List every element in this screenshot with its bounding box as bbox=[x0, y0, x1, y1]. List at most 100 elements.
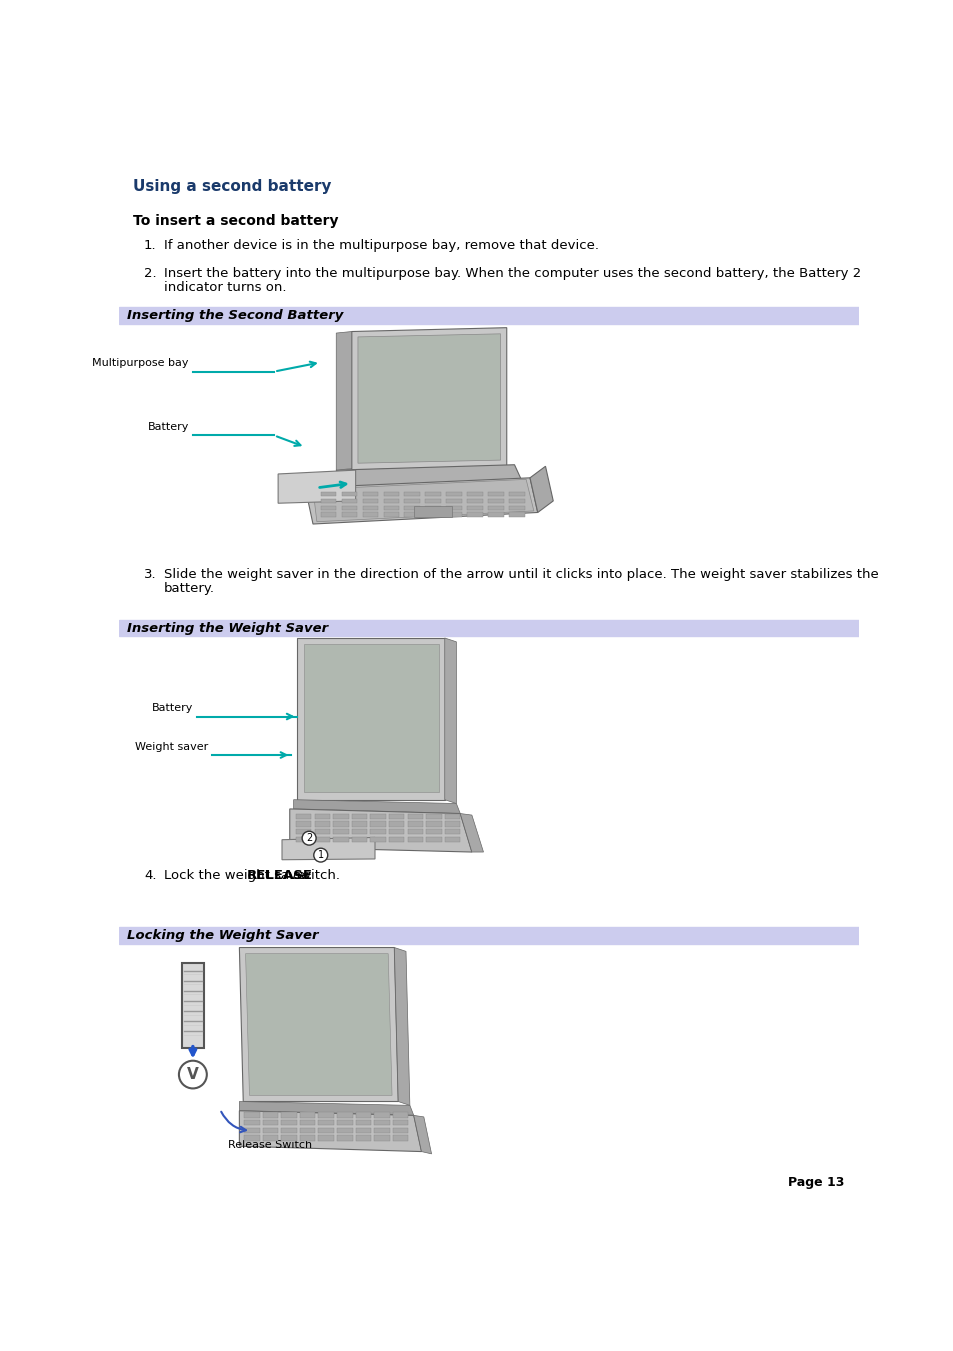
Bar bbox=[341, 492, 356, 496]
Bar bbox=[355, 1120, 371, 1125]
Text: Slide the weight saver in the direction of the arrow until it clicks into place.: Slide the weight saver in the direction … bbox=[164, 567, 878, 581]
Bar bbox=[119, 620, 858, 636]
Text: V: V bbox=[187, 1067, 198, 1082]
Bar bbox=[389, 836, 404, 842]
Bar bbox=[320, 492, 335, 496]
Bar bbox=[446, 499, 461, 503]
Bar bbox=[393, 1120, 408, 1125]
Bar bbox=[318, 1112, 334, 1117]
Text: switch.: switch. bbox=[289, 869, 339, 882]
Text: Inserting the Weight Saver: Inserting the Weight Saver bbox=[127, 621, 328, 635]
Circle shape bbox=[179, 1061, 207, 1089]
Text: 3.: 3. bbox=[144, 567, 156, 581]
Bar bbox=[341, 512, 356, 517]
Bar bbox=[404, 512, 419, 517]
Bar bbox=[370, 821, 385, 827]
Text: indicator turns on.: indicator turns on. bbox=[164, 281, 287, 293]
Bar bbox=[336, 1128, 353, 1133]
Bar bbox=[389, 821, 404, 827]
Bar bbox=[389, 830, 404, 835]
Bar bbox=[320, 512, 335, 517]
Polygon shape bbox=[282, 838, 375, 859]
Bar bbox=[244, 1120, 259, 1125]
Bar bbox=[299, 1112, 315, 1117]
Bar bbox=[374, 1112, 390, 1117]
Polygon shape bbox=[444, 638, 456, 804]
Bar bbox=[407, 821, 422, 827]
Bar bbox=[383, 512, 398, 517]
Polygon shape bbox=[245, 954, 392, 1096]
Bar bbox=[333, 813, 348, 819]
Bar bbox=[444, 836, 459, 842]
Bar bbox=[488, 499, 503, 503]
Bar bbox=[262, 1135, 278, 1140]
Polygon shape bbox=[357, 334, 500, 463]
Bar bbox=[426, 813, 441, 819]
Bar bbox=[244, 1112, 259, 1117]
Bar bbox=[414, 507, 452, 517]
Bar bbox=[509, 499, 524, 503]
Bar bbox=[318, 1135, 334, 1140]
Polygon shape bbox=[297, 638, 444, 800]
Bar bbox=[355, 1112, 371, 1117]
Bar bbox=[370, 836, 385, 842]
Bar bbox=[393, 1112, 408, 1117]
Text: If another device is in the multipurpose bay, remove that device.: If another device is in the multipurpose… bbox=[164, 239, 598, 253]
Bar bbox=[341, 505, 356, 511]
Text: To insert a second battery: To insert a second battery bbox=[133, 215, 338, 228]
Bar bbox=[352, 821, 367, 827]
Text: 1.: 1. bbox=[144, 239, 156, 253]
Text: RELEASE: RELEASE bbox=[247, 869, 313, 882]
Bar bbox=[407, 830, 422, 835]
Bar bbox=[355, 1128, 371, 1133]
Circle shape bbox=[302, 831, 315, 846]
Bar bbox=[119, 307, 858, 324]
Text: 2.: 2. bbox=[144, 267, 156, 280]
Bar bbox=[374, 1120, 390, 1125]
Bar bbox=[244, 1135, 259, 1140]
Bar bbox=[467, 505, 482, 511]
Bar bbox=[370, 830, 385, 835]
Bar bbox=[244, 1128, 259, 1133]
Bar bbox=[374, 1128, 390, 1133]
Polygon shape bbox=[530, 466, 553, 512]
Bar bbox=[314, 836, 330, 842]
Bar bbox=[119, 927, 858, 943]
Text: 2: 2 bbox=[306, 834, 312, 843]
Text: Battery: Battery bbox=[152, 704, 193, 713]
Bar bbox=[425, 505, 440, 511]
Bar bbox=[404, 505, 419, 511]
Bar bbox=[320, 505, 335, 511]
Bar bbox=[425, 499, 440, 503]
Text: Page 13: Page 13 bbox=[787, 1175, 843, 1189]
Bar bbox=[318, 1128, 334, 1133]
Bar bbox=[389, 813, 404, 819]
Bar bbox=[299, 1128, 315, 1133]
Polygon shape bbox=[239, 1101, 414, 1116]
Bar bbox=[341, 499, 356, 503]
Bar bbox=[362, 505, 377, 511]
Bar bbox=[314, 813, 330, 819]
Polygon shape bbox=[459, 813, 483, 852]
Bar bbox=[426, 821, 441, 827]
Bar bbox=[352, 836, 367, 842]
Bar bbox=[281, 1120, 296, 1125]
Bar bbox=[444, 830, 459, 835]
Bar bbox=[374, 1135, 390, 1140]
Text: battery.: battery. bbox=[164, 582, 215, 594]
Bar bbox=[467, 499, 482, 503]
Bar bbox=[281, 1135, 296, 1140]
Bar bbox=[446, 512, 461, 517]
Bar bbox=[281, 1128, 296, 1133]
Bar bbox=[407, 813, 422, 819]
Bar bbox=[336, 1135, 353, 1140]
Polygon shape bbox=[305, 478, 537, 524]
Text: Locking the Weight Saver: Locking the Weight Saver bbox=[127, 929, 318, 942]
Bar bbox=[444, 821, 459, 827]
Bar bbox=[407, 836, 422, 842]
Bar bbox=[295, 813, 311, 819]
Bar bbox=[488, 492, 503, 496]
Polygon shape bbox=[239, 1111, 421, 1151]
Text: 4.: 4. bbox=[144, 869, 156, 882]
Bar bbox=[509, 512, 524, 517]
